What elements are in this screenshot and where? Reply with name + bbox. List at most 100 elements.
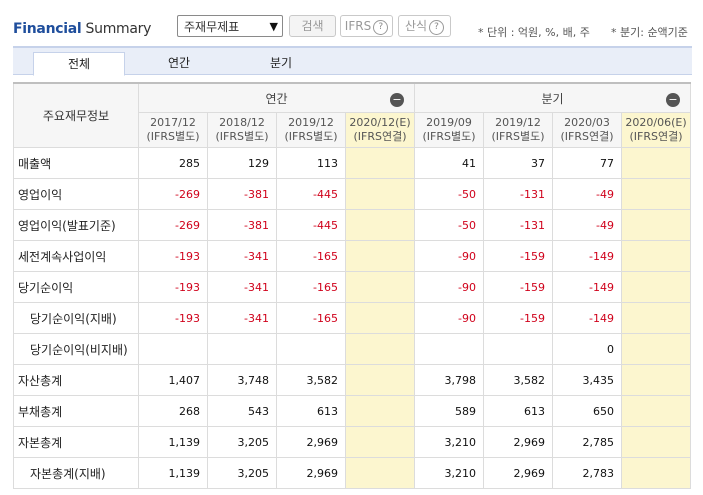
row-label[interactable]: 당기순이익(비지배) xyxy=(13,333,139,365)
table-cell: -90 xyxy=(414,240,484,272)
table-row: 자산총계 1,407 3,748 3,582 3,798 3,582 3,435 xyxy=(13,364,691,396)
search-button[interactable]: 검색 xyxy=(289,15,336,37)
period-date: 2019/12 xyxy=(495,116,541,129)
unit-note: * 단위 : 억원, %, 배, 주 xyxy=(478,26,590,39)
row-label[interactable]: 당기순이익 xyxy=(13,271,139,303)
table-cell: 2,785 xyxy=(552,426,622,458)
table-cell: 613 xyxy=(483,395,553,427)
table-cell: 1,139 xyxy=(138,457,208,489)
table-cell xyxy=(621,209,691,241)
period-date: 2020/12(E) xyxy=(349,116,411,129)
table-cell xyxy=(621,426,691,458)
title-summary: Summary xyxy=(85,21,152,37)
tab-quarter[interactable]: 분기 xyxy=(269,56,293,70)
row-label[interactable]: 부채총계 xyxy=(13,395,139,427)
row-label[interactable]: 자산총계 xyxy=(13,364,139,396)
table-cell: -165 xyxy=(276,240,346,272)
table-cell xyxy=(621,457,691,489)
table-row: 당기순이익 -193 -341 -165 -90 -159 -149 xyxy=(13,271,691,303)
period-basis: (IFRS별도) xyxy=(491,130,545,143)
table-cell: 3,205 xyxy=(207,426,277,458)
row-label[interactable]: 세전계속사업이익 xyxy=(13,240,139,272)
row-label[interactable]: 자본총계 xyxy=(13,426,139,458)
period-header: 2019/12 (IFRS별도) xyxy=(483,112,553,148)
collapse-annual-icon[interactable]: − xyxy=(390,93,404,107)
table-row: 자본총계(지배) 1,139 3,205 2,969 3,210 2,969 2,783 xyxy=(13,457,691,489)
page-title: Financial Summary xyxy=(13,21,151,37)
row-label[interactable]: 매출액 xyxy=(13,147,139,179)
table-cell: -269 xyxy=(138,178,208,210)
table-cell: -193 xyxy=(138,240,208,272)
table-cell: 129 xyxy=(207,147,277,179)
table-cell xyxy=(345,457,415,489)
table-cell: -445 xyxy=(276,178,346,210)
period-date: 2019/12 xyxy=(288,116,334,129)
table-cell: -49 xyxy=(552,178,622,210)
table-cell: 589 xyxy=(414,395,484,427)
table-cell: 543 xyxy=(207,395,277,427)
table-cell xyxy=(345,271,415,303)
table-cell xyxy=(621,271,691,303)
table-cell: 41 xyxy=(414,147,484,179)
table-cell xyxy=(345,395,415,427)
period-basis: (IFRS별도) xyxy=(284,130,338,143)
select-value: 주재무제표 xyxy=(184,20,240,34)
table-cell xyxy=(345,209,415,241)
annual-group-header: 연간 − xyxy=(138,82,415,113)
table-cell: -50 xyxy=(414,178,484,210)
collapse-quarter-icon[interactable]: − xyxy=(666,93,680,107)
table-cell: -381 xyxy=(207,209,277,241)
row-label[interactable]: 당기순이익(지배) xyxy=(13,302,139,334)
statement-type-select[interactable]: 주재무제표 ▼ xyxy=(177,15,283,37)
table-cell xyxy=(345,178,415,210)
table-cell: -165 xyxy=(276,302,346,334)
table-row: 매출액 285 129 113 41 37 77 xyxy=(13,147,691,179)
table-cell xyxy=(621,240,691,272)
tab-annual[interactable]: 연간 xyxy=(167,56,191,70)
table-row: 자본총계 1,139 3,205 2,969 3,210 2,969 2,785 xyxy=(13,426,691,458)
table-cell: 3,435 xyxy=(552,364,622,396)
toolbar: Financial Summary 주재무제표 ▼ 검색 IFRS? 산식? *… xyxy=(0,0,703,44)
table-cell: -159 xyxy=(483,271,553,303)
quarter-basis-note: * 분기: 순액기준 xyxy=(611,26,688,39)
table-cell: -165 xyxy=(276,271,346,303)
chevron-down-icon: ▼ xyxy=(269,20,278,33)
table-cell: -149 xyxy=(552,302,622,334)
table-cell: -381 xyxy=(207,178,277,210)
period-date: 2020/06(E) xyxy=(625,116,687,129)
row-label[interactable]: 영업이익 xyxy=(13,178,139,210)
table-cell xyxy=(345,147,415,179)
table-cell: 3,205 xyxy=(207,457,277,489)
quarter-group-header: 분기 − xyxy=(414,82,691,113)
formula-help-button[interactable]: 산식? xyxy=(398,15,451,37)
table-cell xyxy=(345,426,415,458)
table-row: 영업이익(발표기준) -269 -381 -445 -50 -131 -49 xyxy=(13,209,691,241)
table-cell: 1,407 xyxy=(138,364,208,396)
table-cell xyxy=(621,395,691,427)
table-cell: -90 xyxy=(414,302,484,334)
period-basis: (IFRS연결) xyxy=(629,130,683,143)
table-cell: -149 xyxy=(552,240,622,272)
row-label[interactable]: 자본총계(지배) xyxy=(13,457,139,489)
table-cell xyxy=(345,333,415,365)
table-cell: 2,969 xyxy=(276,457,346,489)
question-icon: ? xyxy=(373,20,389,35)
table-cell: -193 xyxy=(138,302,208,334)
table-row: 영업이익 -269 -381 -445 -50 -131 -49 xyxy=(13,178,691,210)
table-cell xyxy=(345,302,415,334)
search-button-label: 검색 xyxy=(301,19,324,33)
table-cell xyxy=(621,333,691,365)
period-date: 2017/12 xyxy=(150,116,196,129)
table-cell: 613 xyxy=(276,395,346,427)
corner-header: 주요재무정보 xyxy=(13,82,139,148)
period-basis: (IFRS별도) xyxy=(422,130,476,143)
ifrs-help-button[interactable]: IFRS? xyxy=(340,15,393,37)
table-cell: 3,210 xyxy=(414,426,484,458)
row-label[interactable]: 영업이익(발표기준) xyxy=(13,209,139,241)
table-cell: -193 xyxy=(138,271,208,303)
ifrs-label: IFRS xyxy=(344,19,372,33)
period-header: 2020/06(E) (IFRS연결) xyxy=(621,112,691,148)
period-header: 2020/12(E) (IFRS연결) xyxy=(345,112,415,148)
table-cell xyxy=(345,364,415,396)
tab-all[interactable]: 전체 xyxy=(33,52,125,76)
